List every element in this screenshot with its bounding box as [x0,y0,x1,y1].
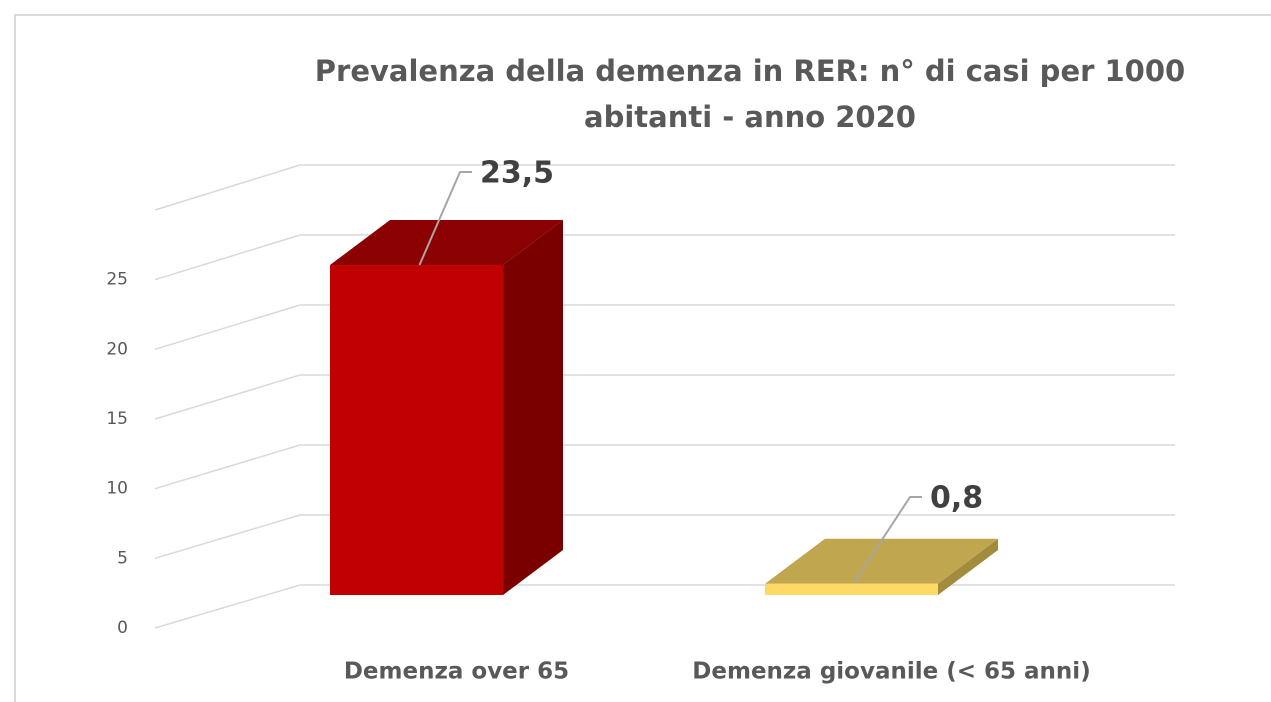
x-tick-label: Demenza giovanile (< 65 anni) [692,659,1090,685]
value-label: 23,5 [480,156,554,191]
y-tick-label: 0 [117,618,128,638]
chart-title: Prevalenza della demenza in RER: n° di c… [314,54,1186,134]
grid-line [154,584,301,629]
grid-line [154,444,301,490]
y-tick-label: 15 [106,409,128,429]
grid-line [154,374,301,420]
grid-line [154,304,301,351]
y-tick-label: 25 [106,270,128,290]
value-label: 0,8 [930,481,983,516]
grid-line [154,514,301,560]
bar-side [503,220,563,596]
y-tick-label: 20 [106,339,128,359]
bar [765,583,938,595]
y-tick-label: 10 [106,479,128,499]
bar-side [938,538,998,595]
y-tick-label: 5 [117,548,128,568]
leader-line [418,171,472,266]
chart-frame [14,14,1271,702]
bar [330,265,503,595]
wall-top [154,164,301,211]
bar-top [330,220,563,266]
bar-top [765,538,998,584]
leader-line [853,496,922,583]
x-tick-label: Demenza over 65 [344,659,569,685]
grid-line [154,234,301,281]
